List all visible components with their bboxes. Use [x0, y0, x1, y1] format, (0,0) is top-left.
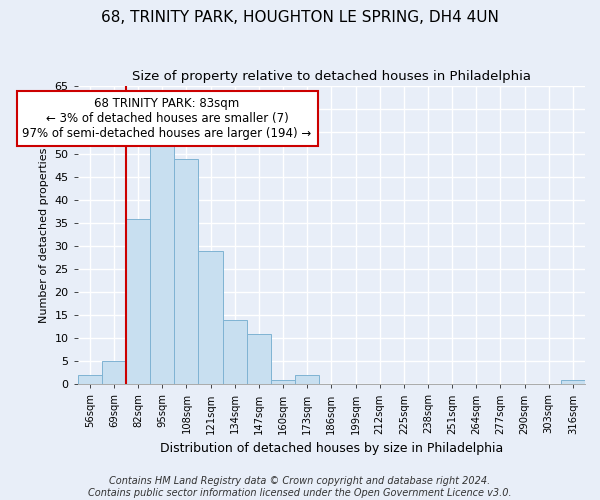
Bar — [150, 146, 175, 384]
Bar — [102, 362, 126, 384]
Bar — [247, 334, 271, 384]
Text: Contains HM Land Registry data © Crown copyright and database right 2024.
Contai: Contains HM Land Registry data © Crown c… — [88, 476, 512, 498]
Bar — [561, 380, 585, 384]
Bar — [199, 251, 223, 384]
Bar — [223, 320, 247, 384]
Bar — [271, 380, 295, 384]
X-axis label: Distribution of detached houses by size in Philadelphia: Distribution of detached houses by size … — [160, 442, 503, 455]
Text: 68, TRINITY PARK, HOUGHTON LE SPRING, DH4 4UN: 68, TRINITY PARK, HOUGHTON LE SPRING, DH… — [101, 10, 499, 25]
Bar — [77, 375, 102, 384]
Y-axis label: Number of detached properties: Number of detached properties — [39, 147, 49, 322]
Bar — [295, 375, 319, 384]
Bar — [175, 159, 199, 384]
Bar — [126, 219, 150, 384]
Title: Size of property relative to detached houses in Philadelphia: Size of property relative to detached ho… — [132, 70, 531, 83]
Text: 68 TRINITY PARK: 83sqm
← 3% of detached houses are smaller (7)
97% of semi-detac: 68 TRINITY PARK: 83sqm ← 3% of detached … — [22, 97, 312, 140]
